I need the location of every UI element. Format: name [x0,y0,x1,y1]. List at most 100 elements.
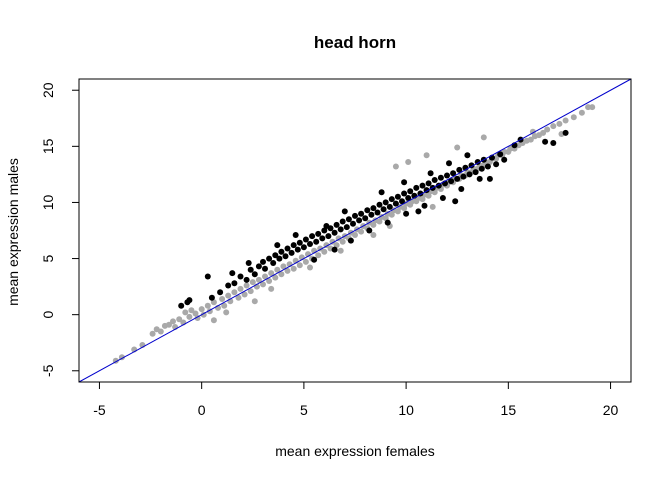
data-point [454,175,461,182]
data-point [247,266,254,273]
data-point [425,180,432,187]
data-point [219,296,226,302]
y-tick-label: -5 [40,364,56,377]
data-point [472,169,479,176]
data-point [176,316,183,323]
data-point [245,260,252,266]
data-point [413,184,420,191]
data-point [274,266,281,273]
data-point [149,330,156,337]
data-point [243,276,250,283]
data-point [231,280,238,287]
data-point [392,163,399,170]
data-point [311,256,318,263]
data-point [237,285,244,292]
chart-title: head horn [314,33,396,52]
data-point [439,195,446,201]
data-point [313,238,320,245]
data-point [405,159,412,165]
data-point [333,221,340,228]
data-point [249,279,256,286]
data-point [331,246,338,253]
data-point [325,233,332,240]
y-tick-label: 20 [40,82,56,98]
data-point [570,114,577,121]
data-point [464,152,471,159]
data-point [188,307,195,314]
data-point [444,172,450,179]
data-point [260,258,266,265]
data-point [170,318,176,325]
data-point [368,211,375,218]
data-point [229,270,236,277]
data-point [225,282,232,289]
data-point [290,242,297,249]
data-point [401,205,408,212]
data-point [507,145,514,152]
data-point [497,151,504,158]
data-point [260,281,266,288]
data-point [321,248,328,255]
data-point [358,210,365,217]
data-point [460,173,467,180]
data-point [223,309,230,316]
data-point [419,182,426,189]
data-point [376,201,383,208]
data-point [550,140,557,146]
data-point [392,200,399,207]
data-point [225,292,232,299]
data-point [486,175,493,182]
data-point [384,219,391,226]
data-point [343,224,350,231]
data-point [399,198,405,205]
data-point [302,258,309,265]
data-point [454,144,461,151]
data-point [421,202,428,209]
data-point [296,239,303,246]
data-point [198,306,205,313]
data-point [186,313,193,320]
data-point [272,274,279,281]
data-point [237,273,244,280]
data-point [251,271,258,278]
data-point [296,262,303,269]
data-point [362,215,369,222]
data-point [370,221,377,228]
data-point [251,298,258,305]
reference-line [78,78,632,383]
data-point [333,242,340,249]
data-point [307,241,313,247]
data-point [484,163,491,170]
data-point [235,294,242,301]
x-axis-label: mean expression females [275,443,435,459]
data-point [262,273,268,280]
data-point [323,223,330,229]
data-point [540,129,547,136]
y-tick-label: 15 [40,138,56,154]
data-point [431,177,438,183]
data-point [478,165,485,172]
data-point [276,255,283,262]
data-point [527,136,534,143]
data-point [204,302,211,309]
data-point [437,174,444,181]
data-point [231,289,238,296]
data-point [427,170,434,177]
data-point [268,270,275,277]
data-point [458,186,465,192]
data-point [448,178,455,185]
data-point [366,227,373,234]
data-point [290,265,297,272]
y-tick-label: 5 [40,254,56,262]
data-point [562,117,569,124]
y-tick-label: 0 [40,311,56,319]
data-point [270,260,277,266]
data-point [480,134,487,141]
x-axis: -5 0 5 10 15 20 [93,381,619,418]
data-point [345,216,352,223]
data-point [401,190,408,197]
data-point [493,161,500,168]
data-point [157,328,164,335]
data-point [542,138,549,145]
data-point [331,229,338,236]
